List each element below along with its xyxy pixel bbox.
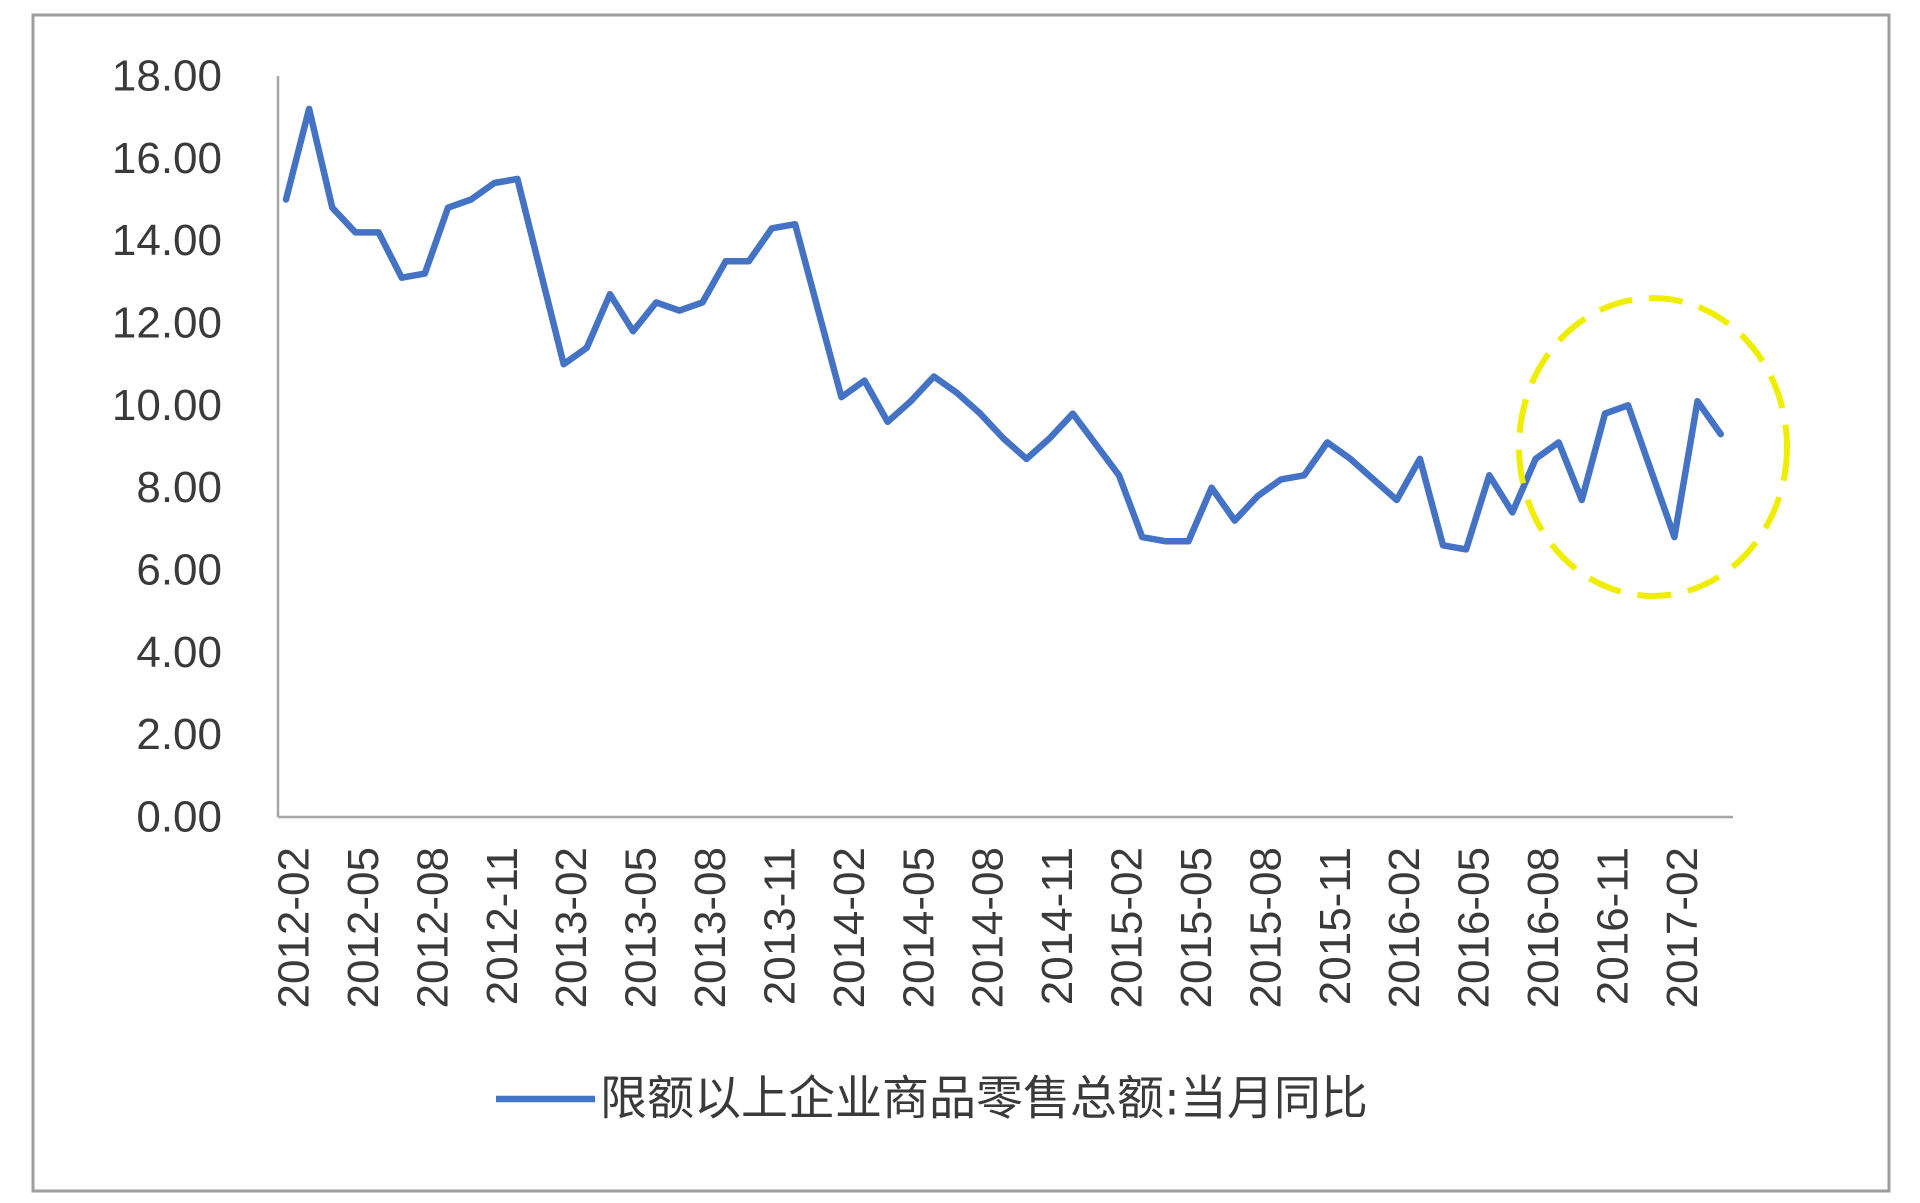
x-tick-label: 2013-11 <box>755 847 804 1005</box>
x-tick-label: 2014-08 <box>964 847 1013 1008</box>
data-point <box>1532 455 1539 462</box>
data-point <box>607 291 613 298</box>
data-point <box>560 361 567 368</box>
data-point <box>1694 398 1701 405</box>
data-point <box>630 328 637 335</box>
y-tick-label: 4.00 <box>136 628 222 677</box>
y-tick-label: 10.00 <box>112 381 222 430</box>
data-point <box>329 204 336 211</box>
x-tick-label: 2016-08 <box>1519 847 1568 1008</box>
data-point <box>1324 439 1331 446</box>
data-point <box>676 307 683 314</box>
data-point <box>1509 509 1516 516</box>
data-point <box>375 229 382 236</box>
data-point <box>653 299 660 306</box>
x-tick-label: 2012-02 <box>270 847 319 1008</box>
data-point <box>792 221 799 228</box>
data-point <box>930 373 937 380</box>
data-point <box>306 105 313 112</box>
y-tick-label: 2.00 <box>136 710 222 759</box>
data-point <box>1416 455 1423 462</box>
legend: 限额以上企业商品零售总额:当月同比 <box>496 1072 1368 1127</box>
data-point <box>1208 484 1215 491</box>
data-point <box>884 418 891 425</box>
x-tick-label: 2015-11 <box>1311 847 1360 1005</box>
x-tick-label: 2013-02 <box>547 847 596 1008</box>
y-tick-label: 0.00 <box>136 793 222 842</box>
data-point <box>583 344 590 351</box>
x-tick-label: 2015-02 <box>1103 847 1152 1008</box>
x-axis-labels: 2012-02 2012-05 2012-08 2012-11 2013-02 2013-… <box>270 847 1707 1008</box>
data-point <box>954 390 961 396</box>
legend-label: 限额以上企业商品零售总额:当月同比 <box>600 1072 1368 1127</box>
data-point <box>514 175 521 182</box>
data-point <box>1463 546 1470 553</box>
data-point <box>1440 542 1446 549</box>
data-point <box>907 398 914 405</box>
data-point <box>977 410 984 417</box>
x-tick-label: 2014-11 <box>1033 847 1082 1005</box>
y-tick-label: 14.00 <box>112 216 222 265</box>
y-tick-label: 16.00 <box>112 134 222 183</box>
data-point <box>1486 472 1493 479</box>
x-tick-label: 2015-08 <box>1241 847 1290 1008</box>
data-point <box>283 196 289 203</box>
data-point <box>352 229 359 236</box>
x-tick-label: 2013-05 <box>617 847 666 1008</box>
data-point <box>722 258 729 265</box>
x-tick-label: 2016-02 <box>1380 847 1429 1008</box>
data-point <box>838 394 845 401</box>
x-tick-label: 2012-11 <box>478 847 527 1005</box>
data-point <box>1046 435 1053 442</box>
data-point <box>468 196 475 203</box>
data-point <box>1000 435 1007 442</box>
data-point <box>1116 472 1122 479</box>
y-tick-label: 6.00 <box>136 546 222 595</box>
x-tick-label: 2016-11 <box>1588 847 1637 1005</box>
x-tick-label: 2012-08 <box>408 847 457 1008</box>
data-point <box>1625 402 1632 409</box>
data-point <box>1139 534 1146 541</box>
data-point <box>745 258 752 265</box>
y-tick-label: 12.00 <box>112 299 222 348</box>
data-point <box>1393 497 1400 503</box>
x-tick-label: 2016-05 <box>1450 847 1499 1008</box>
data-point <box>1254 492 1261 499</box>
data-point <box>1555 439 1562 446</box>
data-point <box>491 180 498 186</box>
x-tick-label: 2017-02 <box>1658 847 1707 1008</box>
y-axis-labels: 0.00 2.00 4.00 6.00 8.00 10.00 12.00 14.00 16.00… <box>112 52 222 842</box>
data-point <box>768 225 775 232</box>
x-tick-label: 2013-08 <box>686 847 735 1008</box>
x-tick-label: 2014-02 <box>825 847 874 1008</box>
data-point <box>699 299 706 306</box>
data-point <box>1347 455 1354 462</box>
data-point <box>1069 410 1076 417</box>
y-tick-label: 8.00 <box>136 463 222 512</box>
series-line <box>282 105 1724 553</box>
x-tick-label: 2015-05 <box>1172 847 1221 1008</box>
data-point <box>1602 410 1608 417</box>
highlight-circle <box>1516 295 1790 599</box>
data-point <box>1231 517 1238 524</box>
data-point <box>1717 431 1724 438</box>
plot-series <box>282 105 1724 553</box>
data-point <box>861 377 868 384</box>
data-point <box>1671 534 1678 541</box>
data-point <box>1162 538 1169 545</box>
data-point <box>1023 455 1030 462</box>
data-point <box>445 204 451 211</box>
data-point <box>398 274 405 281</box>
x-tick-label: 2014-05 <box>894 847 943 1008</box>
data-point <box>421 270 428 277</box>
x-tick-label: 2012-05 <box>339 847 388 1008</box>
data-point <box>1185 538 1192 545</box>
data-point <box>1578 497 1585 503</box>
data-point <box>1278 476 1284 483</box>
y-tick-label: 18.00 <box>112 52 222 101</box>
data-point <box>1301 472 1308 479</box>
chart-frame <box>31 13 1891 1193</box>
